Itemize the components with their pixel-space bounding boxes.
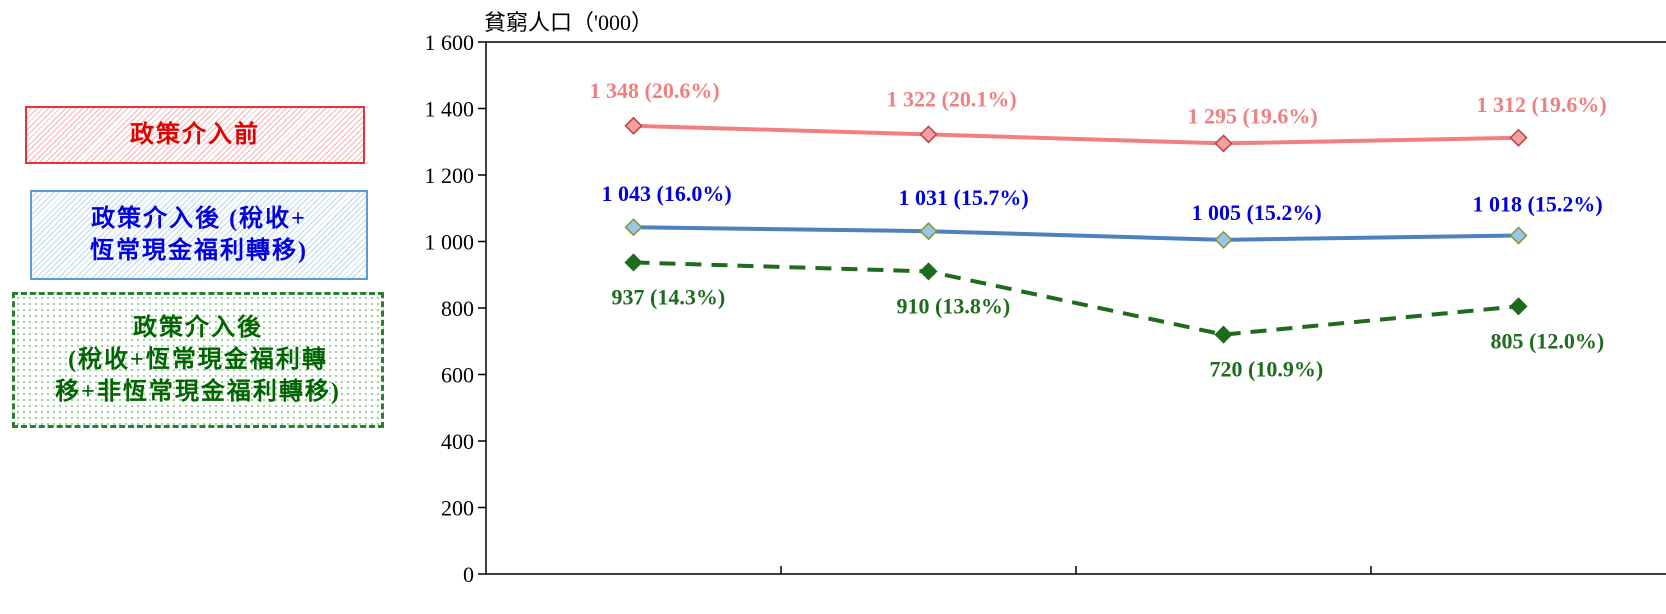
y-ticks: 0 200 400 600 800 1 000 1 200 1 400 1 600	[425, 30, 486, 587]
data-label: 1 312 (19.6%)	[1477, 92, 1607, 117]
data-label: 720 (10.9%)	[1210, 357, 1324, 382]
series-marker	[919, 262, 938, 281]
series-marker	[919, 125, 938, 144]
data-label: 1 322 (20.1%)	[887, 86, 1017, 111]
data-label: 1 005 (15.2%)	[1192, 200, 1322, 225]
series-line	[633, 225, 1519, 242]
series-marker	[1509, 128, 1528, 147]
y-tick-label: 1 400	[425, 97, 475, 122]
y-tick-label: 1 200	[425, 163, 475, 188]
data-label: 805 (12.0%)	[1491, 328, 1605, 353]
series-group	[624, 116, 1528, 344]
series-marker	[919, 222, 938, 241]
y-tick-label: 1 600	[425, 30, 475, 55]
data-label: 1 018 (15.2%)	[1473, 192, 1603, 217]
data-label: 910 (13.8%)	[897, 293, 1011, 318]
series-marker	[624, 253, 643, 272]
legend-after-recurrent: 政策介入後 (稅收+ 恆常現金福利轉移)	[30, 190, 368, 280]
series-marker	[624, 218, 643, 237]
legend-after-all-label: 政策介入後 (稅收+恆常現金福利轉 移+非恆常現金福利轉移)	[55, 315, 341, 405]
data-label: 937 (14.3%)	[612, 284, 726, 309]
legend-after-all: 政策介入後 (稅收+恆常現金福利轉 移+非恆常現金福利轉移)	[12, 292, 384, 428]
data-label: 1 295 (19.6%)	[1188, 103, 1318, 128]
data-labels: 1 348 (20.6%) 1 322 (20.1%) 1 295 (19.6%) 1…	[590, 78, 1607, 382]
data-label: 1 043 (16.0%)	[602, 181, 732, 206]
legend-after-recurrent-label: 政策介入後 (稅收+ 恆常現金福利轉移)	[90, 206, 308, 264]
y-axis-title: 貧窮人口（'000）	[484, 10, 653, 35]
series-line	[633, 260, 1519, 337]
y-tick-label: 800	[441, 296, 474, 321]
series-marker	[1509, 226, 1528, 245]
y-tick-label: 200	[441, 496, 474, 521]
legend-before-policy: 政策介入前	[25, 106, 365, 164]
series-line	[633, 123, 1519, 146]
y-tick-label: 0	[463, 562, 474, 587]
data-label: 1 348 (20.6%)	[590, 78, 720, 103]
series-marker	[1509, 297, 1528, 316]
series-marker	[1214, 134, 1233, 153]
series-marker	[1214, 230, 1233, 249]
series-marker	[1214, 325, 1233, 344]
y-tick-label: 400	[441, 429, 474, 454]
legend-before-policy-label: 政策介入前	[130, 122, 260, 148]
y-tick-label: 1 000	[425, 230, 475, 255]
y-tick-label: 600	[441, 363, 474, 388]
data-label: 1 031 (15.7%)	[899, 185, 1029, 210]
series-marker	[624, 116, 643, 135]
